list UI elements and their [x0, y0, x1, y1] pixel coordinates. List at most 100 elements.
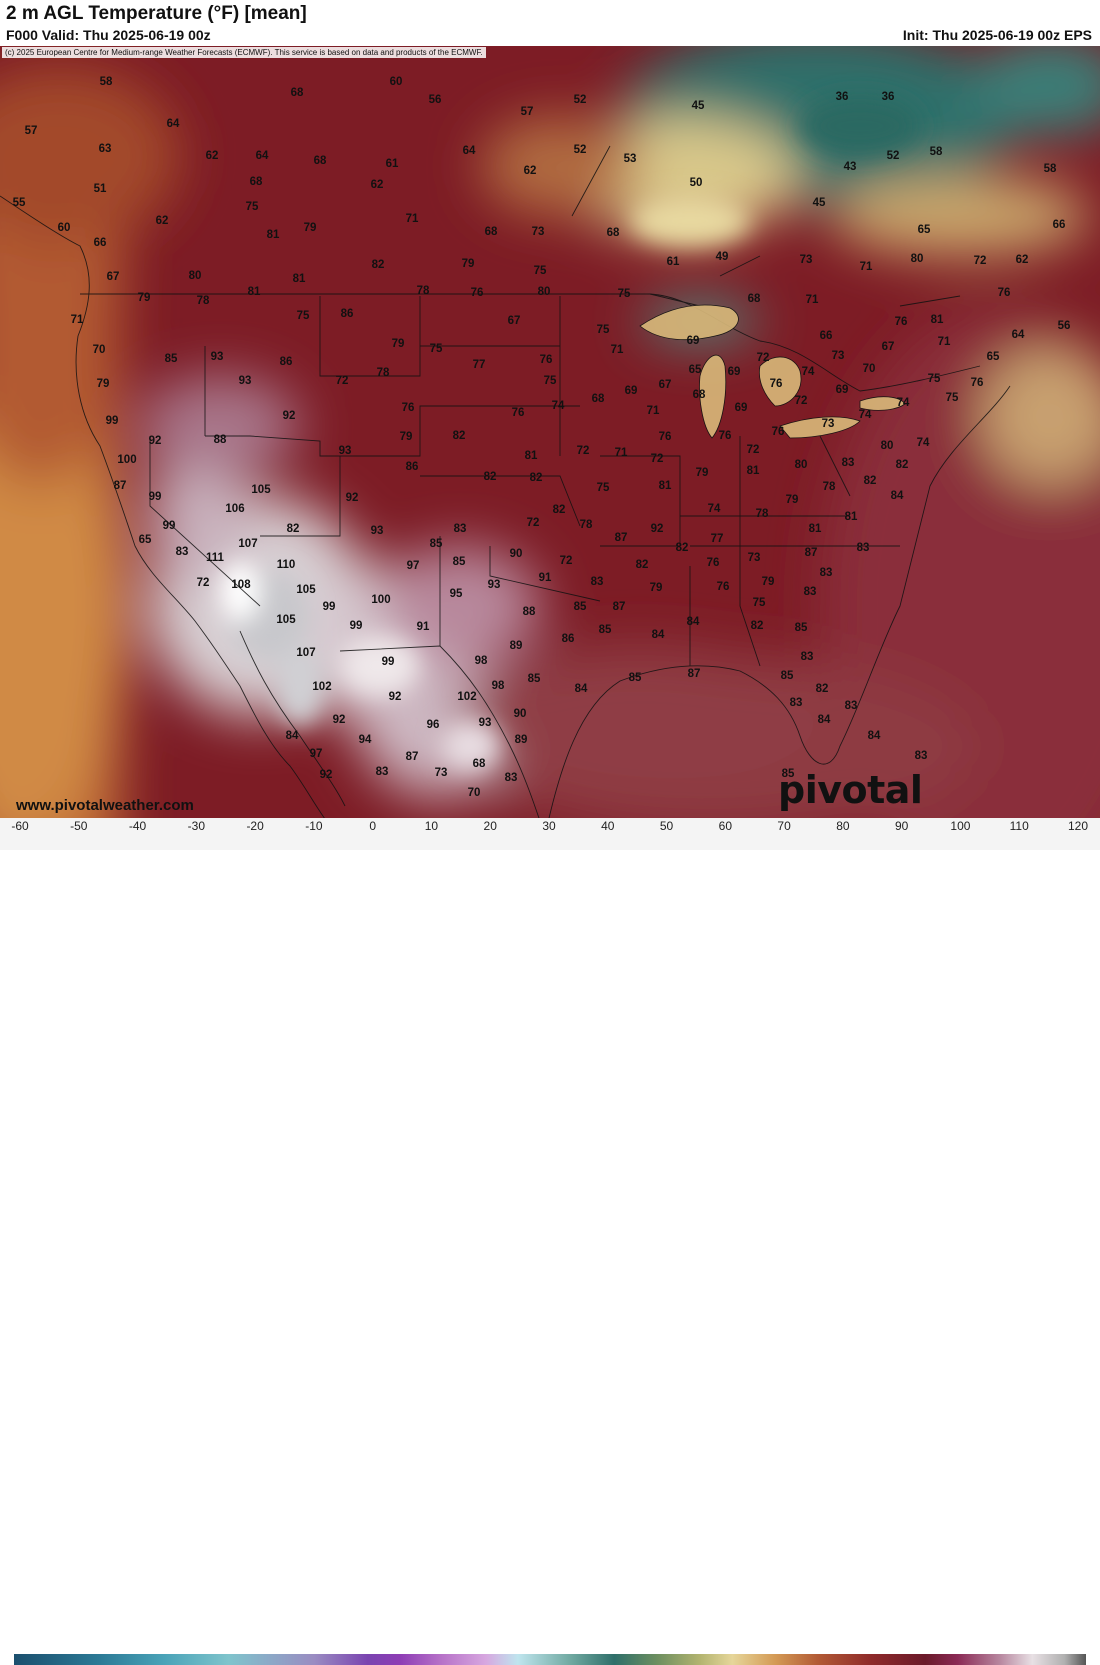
temperature-value: 76: [539, 354, 553, 366]
temperature-value: 74: [801, 366, 815, 378]
temperature-value: 80: [880, 440, 894, 452]
temperature-value: 73: [821, 418, 835, 430]
init-time: Init: Thu 2025-06-19 00z EPS: [902, 27, 1092, 43]
temperature-value: 75: [596, 324, 610, 336]
temperature-value: 43: [843, 161, 857, 173]
temperature-value: 77: [710, 533, 724, 545]
temperature-value: 81: [808, 523, 822, 535]
temperature-value: 36: [881, 91, 895, 103]
temperature-value: 80: [794, 459, 808, 471]
temperature-value: 102: [457, 691, 477, 703]
temperature-value: 78: [416, 285, 430, 297]
temperature-value: 71: [610, 344, 624, 356]
temperature-value: 87: [612, 601, 626, 613]
temperature-value: 83: [375, 766, 389, 778]
temperature-value: 82: [452, 430, 466, 442]
temperature-value: 56: [1057, 320, 1071, 332]
temperature-value: 79: [399, 431, 413, 443]
temperature-value: 111: [206, 552, 224, 564]
temperature-value: 62: [370, 179, 384, 191]
temperature-value: 67: [658, 379, 672, 391]
temperature-value: 75: [617, 288, 631, 300]
temperature-value: 67: [106, 271, 120, 283]
temperature-value: 99: [148, 491, 162, 503]
temperature-value: 87: [614, 532, 628, 544]
temperature-value: 78: [196, 295, 210, 307]
temperature-value: 83: [789, 697, 803, 709]
temperature-value: 60: [389, 76, 403, 88]
temperature-value: 74: [707, 503, 721, 515]
temperature-value: 91: [416, 621, 430, 633]
temperature-value: 58: [929, 146, 943, 158]
temperature-value: 79: [96, 378, 110, 390]
temperature-value: 58: [99, 76, 113, 88]
temperature-value: 72: [973, 255, 987, 267]
temperature-value: 79: [785, 494, 799, 506]
color-scale-tick: 120: [1067, 819, 1089, 833]
temperature-value: 76: [706, 557, 720, 569]
temperature-value: 76: [470, 287, 484, 299]
copyright-notice: (c) 2025 European Centre for Medium-rang…: [2, 47, 486, 58]
color-scale-tick: -60: [11, 819, 29, 833]
color-scale-tick: 60: [718, 819, 733, 833]
temperature-value: 64: [462, 145, 476, 157]
temperature-value: 67: [507, 315, 521, 327]
color-scale-tick: -20: [246, 819, 264, 833]
color-scale-tick: 70: [777, 819, 791, 833]
temperature-value: 107: [238, 538, 258, 550]
temperature-value: 76: [401, 402, 415, 414]
color-scale-tick: 10: [424, 819, 439, 833]
color-scale-tick: 40: [601, 819, 615, 833]
temperature-value: 89: [514, 734, 528, 746]
temperature-value: 81: [266, 229, 280, 241]
temperature-value: 95: [449, 588, 463, 600]
temperature-value: 69: [835, 384, 849, 396]
temperature-value: 73: [531, 226, 545, 238]
temperature-value: 79: [137, 292, 151, 304]
temperature-value: 75: [596, 482, 610, 494]
temperature-value: 66: [93, 237, 107, 249]
temperature-value: 81: [524, 450, 538, 462]
temperature-map[interactable]: 58 60 56 68 52 45 36 36 57 64 57 63 62 64 68 61 64 52 53 52…: [0, 46, 1100, 818]
temperature-value: 82: [675, 542, 689, 554]
temperature-value: 75: [945, 392, 959, 404]
temperature-value: 76: [511, 407, 525, 419]
temperature-value: 52: [573, 94, 587, 106]
temperature-value: 82: [371, 259, 385, 271]
temperature-value: 86: [279, 356, 293, 368]
temperature-value: 52: [886, 150, 900, 162]
temperature-value: 90: [513, 708, 527, 720]
temperature-value: 36: [835, 91, 849, 103]
temperature-value: 72: [794, 395, 808, 407]
temperature-value: 84: [867, 730, 881, 742]
temperature-value: 65: [138, 534, 152, 546]
temperature-value: 68: [606, 227, 620, 239]
temperature-value: 82: [815, 683, 829, 695]
watermark-url[interactable]: www.pivotalweather.com: [16, 797, 194, 814]
color-scale-tick: 80: [836, 819, 850, 833]
temperature-value: 71: [646, 405, 660, 417]
temperature-value: 97: [406, 560, 420, 572]
temperature-value: 83: [844, 700, 858, 712]
color-scale-tick: -30: [187, 819, 205, 833]
temperature-value: 82: [863, 475, 877, 487]
temperature-value: 63: [98, 143, 112, 155]
temperature-value: 74: [916, 437, 930, 449]
temperature-value: 72: [335, 375, 349, 387]
temperature-value: 73: [434, 767, 448, 779]
temperature-value: 45: [691, 100, 705, 112]
temperature-value: 68: [472, 758, 486, 770]
color-scale-tick: -40: [128, 819, 147, 833]
temperature-value: 87: [804, 547, 818, 559]
temperature-value: 92: [319, 769, 333, 781]
temperature-value: 69: [686, 335, 700, 347]
temperature-value: 86: [561, 633, 575, 645]
temperature-value: 70: [467, 787, 481, 799]
temperature-value: 45: [812, 197, 826, 209]
temperature-value: 77: [472, 359, 486, 371]
temperature-value: 105: [296, 584, 316, 596]
temperature-value: 66: [1052, 219, 1066, 231]
color-scale: -60 -50 -40 -30 -20 -10 0 10 20 30 40 50 60 70 80 90 100…: [0, 818, 1100, 1665]
temperature-value: 82: [895, 459, 909, 471]
temperature-value: 85: [781, 768, 795, 780]
